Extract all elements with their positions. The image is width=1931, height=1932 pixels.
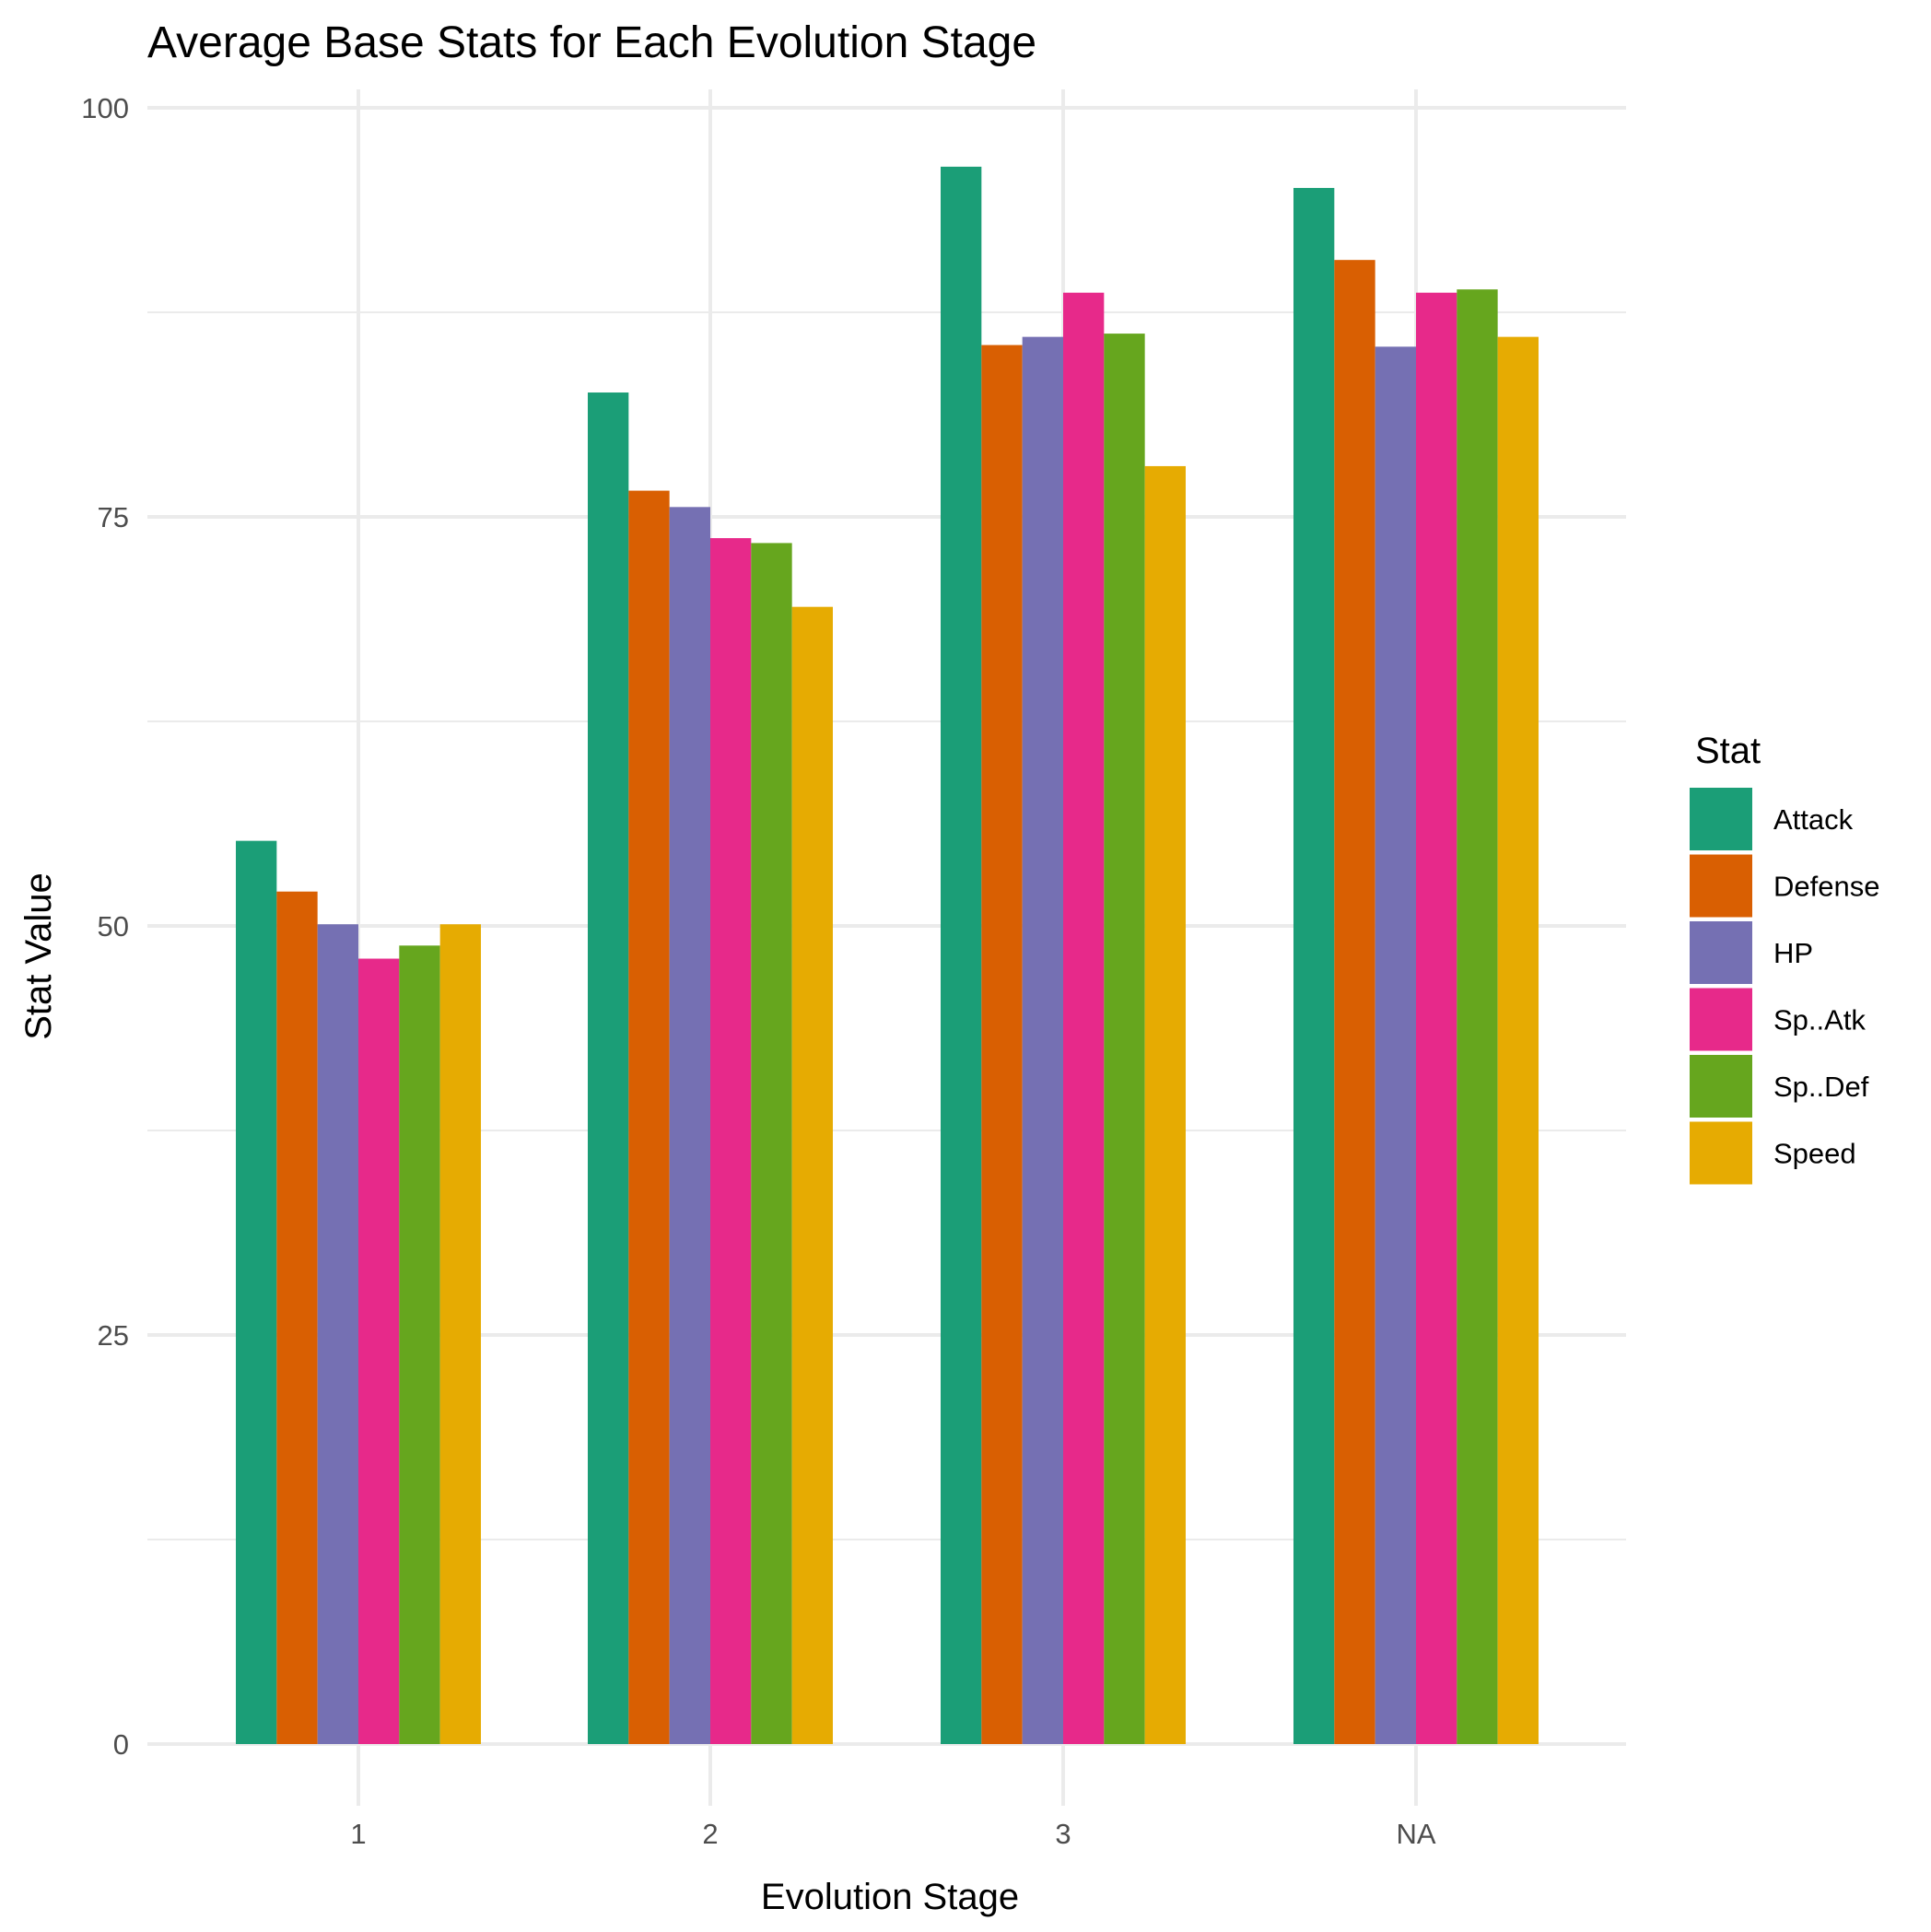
bar-sp-def-stage-2	[751, 543, 792, 1745]
bar-sp-def-stage-3	[1104, 334, 1145, 1745]
legend-label: Sp..Def	[1773, 1071, 1869, 1103]
legend-label: Attack	[1773, 803, 1854, 836]
bar-defense-stage-3	[981, 345, 1023, 1744]
bar-hp-stage-3	[1022, 336, 1063, 1744]
y-axis-label: Stat Value	[18, 872, 59, 1040]
x-tick-label: NA	[1396, 1818, 1435, 1850]
legend: Stat Attack Defense HP Sp..Atk Sp..Def Speed	[1690, 731, 1879, 1185]
bar-attack-stage-na	[1293, 188, 1335, 1744]
bar-attack-stage-2	[588, 392, 629, 1744]
bar-speed-stage-1	[439, 924, 481, 1744]
y-tick-label: 75	[98, 501, 129, 533]
bar-attack-stage-3	[941, 166, 982, 1745]
legend-label: Sp..Atk	[1773, 1004, 1866, 1036]
bar-speed-stage-na	[1497, 336, 1539, 1744]
y-axis-ticks: 0 25 50 75 100	[81, 92, 129, 1761]
x-tick-label: 1	[350, 1818, 366, 1850]
legend-key-sp-def	[1690, 1055, 1752, 1118]
bar-defense-stage-1	[276, 891, 318, 1744]
legend-key-attack	[1690, 788, 1752, 850]
chart-title: Average Base Stats for Each Evolution St…	[147, 18, 1036, 67]
bar-sp-def-stage-na	[1457, 289, 1498, 1744]
legend-key-sp-atk	[1690, 988, 1752, 1051]
bars	[236, 166, 1539, 1745]
bar-speed-stage-3	[1144, 465, 1186, 1745]
y-tick-label: 50	[98, 910, 129, 943]
legend-label: HP	[1773, 937, 1813, 969]
legend-label: Defense	[1773, 871, 1879, 903]
x-tick-label: 2	[702, 1818, 718, 1850]
bar-defense-stage-na	[1334, 260, 1375, 1744]
bar-hp-stage-na	[1375, 346, 1416, 1744]
bar-sp-atk-stage-na	[1416, 292, 1457, 1745]
bar-hp-stage-2	[669, 507, 710, 1744]
bar-sp-atk-stage-1	[358, 958, 400, 1744]
y-tick-label: 25	[98, 1319, 129, 1352]
legend-key-defense	[1690, 854, 1752, 918]
y-tick-label: 0	[113, 1728, 129, 1761]
bar-sp-atk-stage-3	[1063, 292, 1105, 1745]
bar-hp-stage-1	[317, 924, 358, 1744]
bar-sp-atk-stage-2	[710, 538, 752, 1744]
x-axis-label: Evolution Stage	[761, 1877, 1019, 1917]
y-tick-label: 100	[81, 92, 129, 124]
bar-attack-stage-1	[236, 840, 277, 1744]
legend-key-hp	[1690, 921, 1752, 984]
bar-sp-def-stage-1	[399, 945, 440, 1744]
x-tick-label: 3	[1055, 1818, 1071, 1850]
bar-speed-stage-2	[791, 606, 833, 1745]
legend-key-speed	[1690, 1121, 1752, 1185]
legend-title: Stat	[1695, 731, 1761, 771]
legend-label: Speed	[1773, 1138, 1856, 1170]
bar-defense-stage-2	[628, 490, 670, 1744]
x-axis-ticks: 1 2 3 NA	[350, 1818, 1435, 1850]
